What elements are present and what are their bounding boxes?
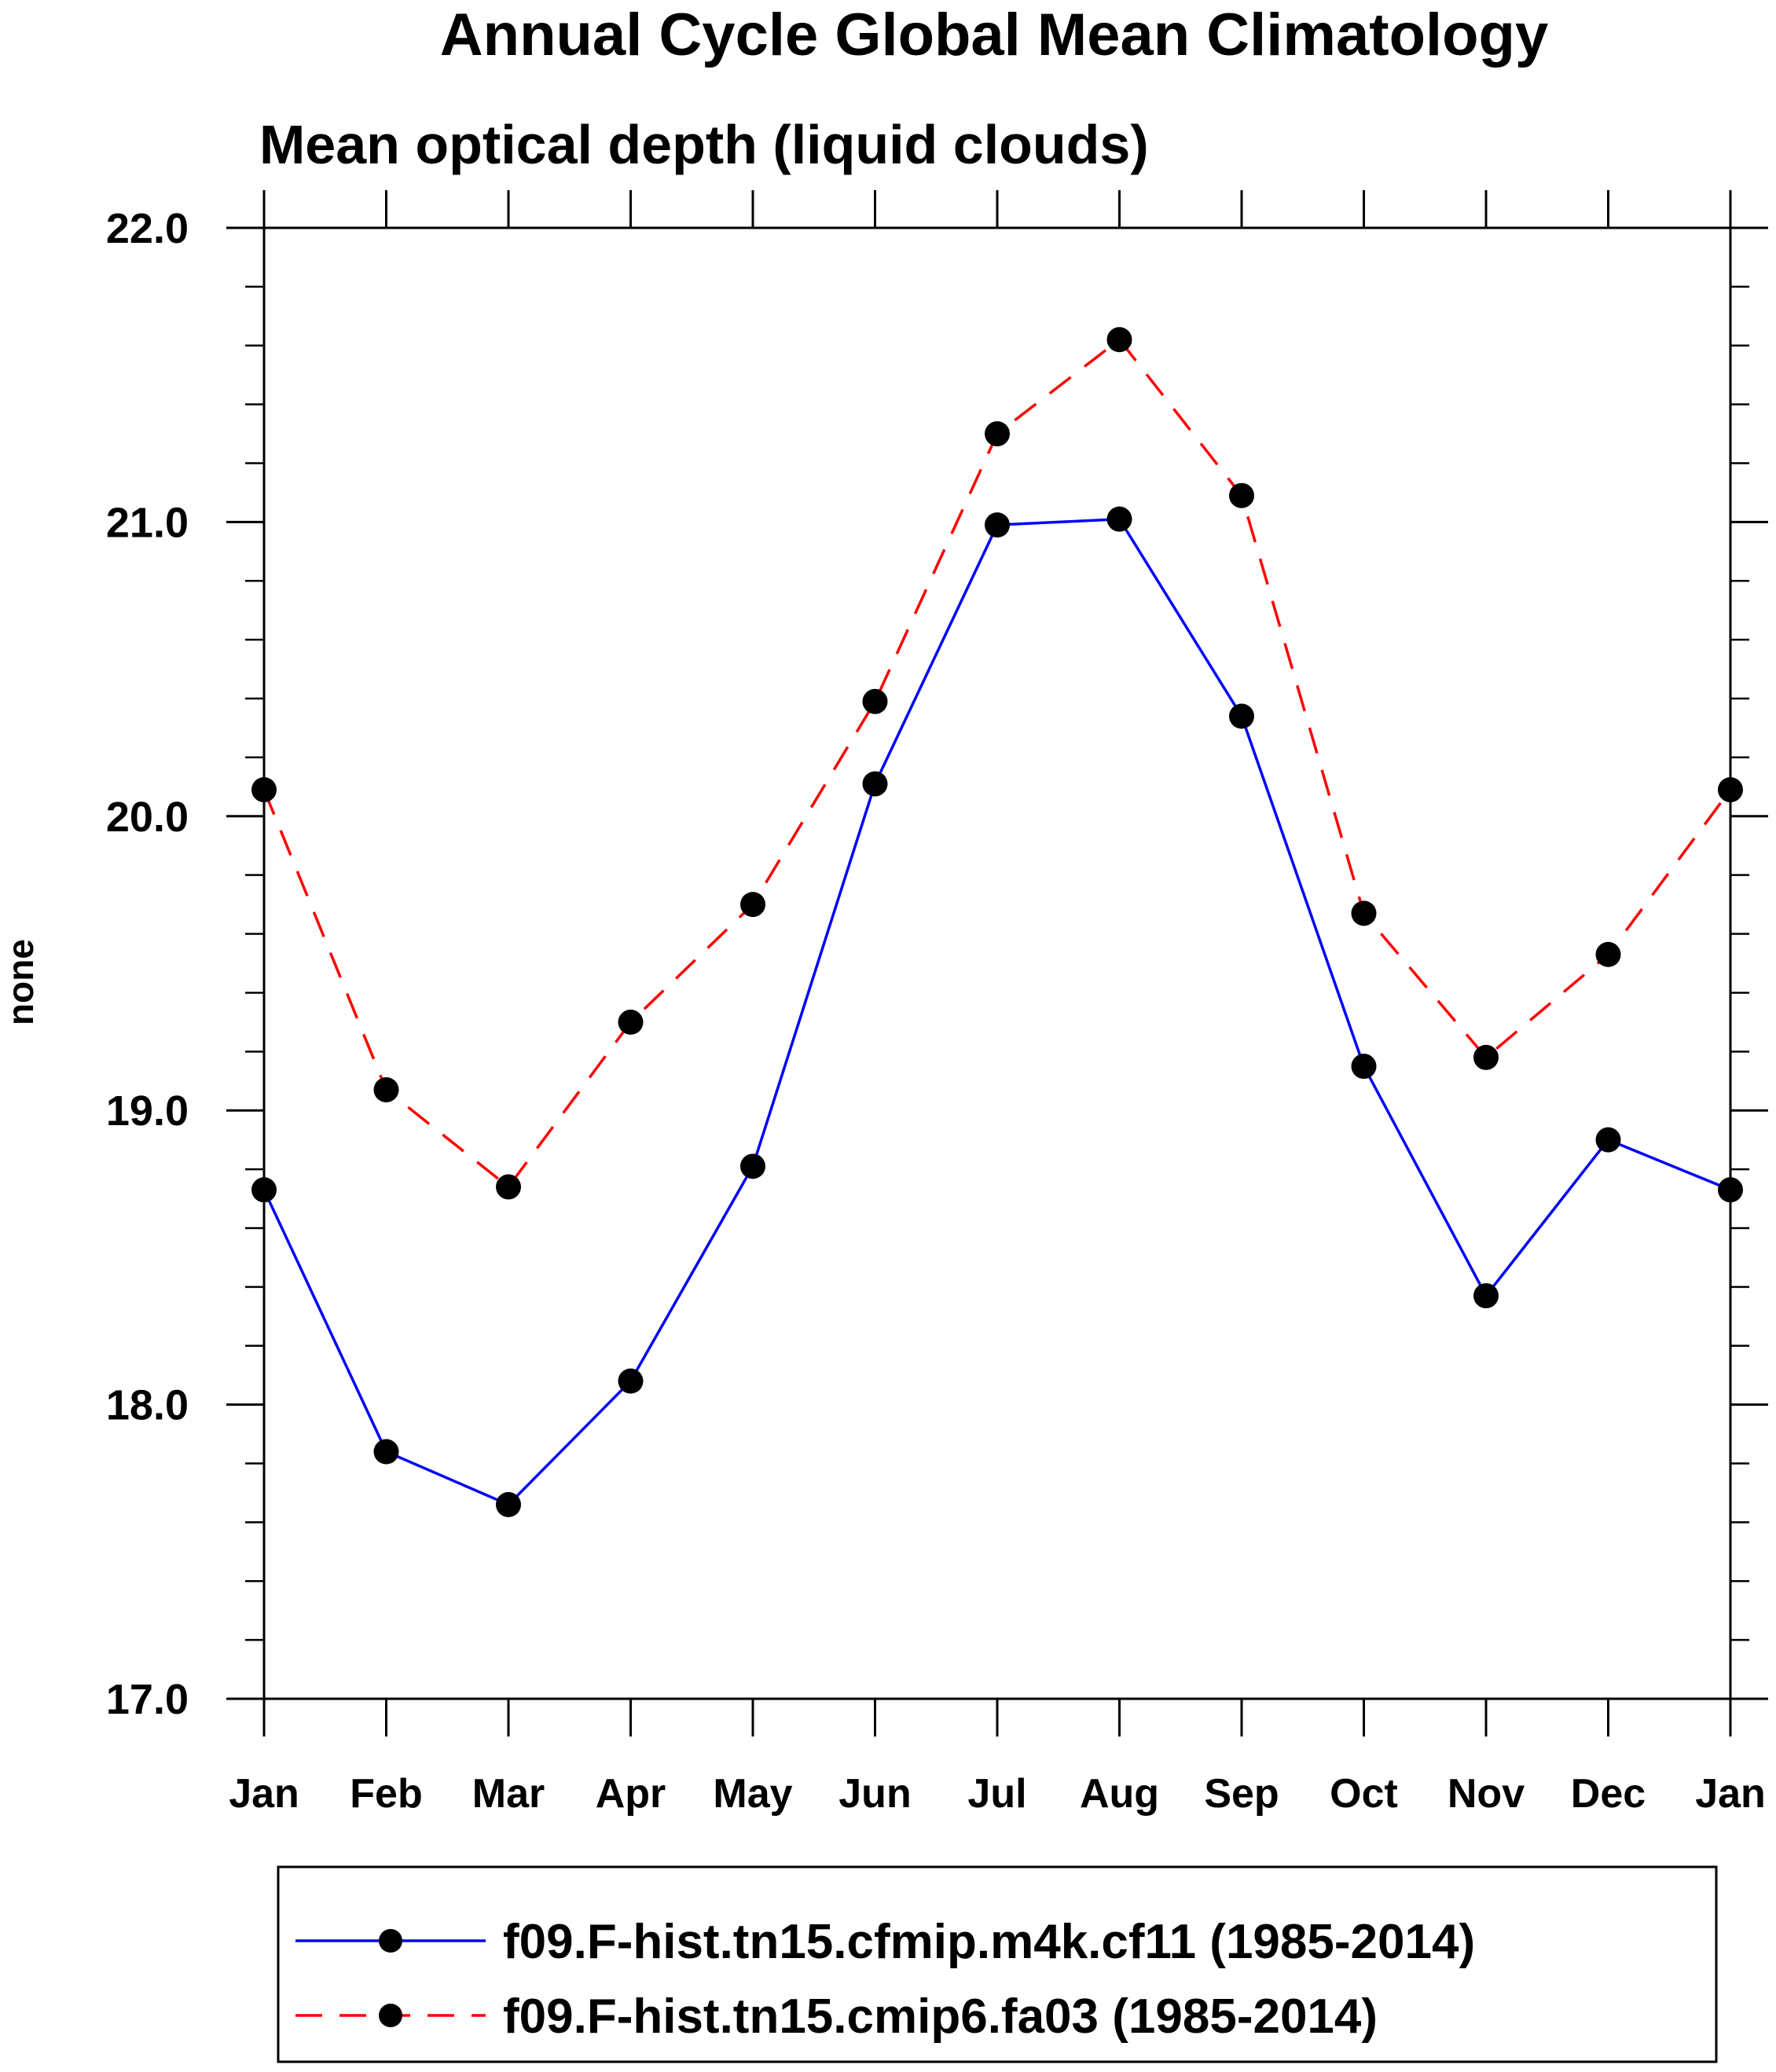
series-2-point bbox=[740, 892, 765, 918]
series-1-point bbox=[251, 1177, 277, 1203]
series-1-point bbox=[985, 512, 1010, 538]
series-1-point bbox=[1106, 506, 1132, 532]
x-tick-label: Aug bbox=[1080, 1771, 1159, 1817]
series-1-point bbox=[740, 1153, 765, 1179]
y-tick-label: 19.0 bbox=[106, 1087, 189, 1135]
series-1-point bbox=[1718, 1177, 1743, 1203]
series-1-point bbox=[1473, 1283, 1499, 1309]
x-tick-label: May bbox=[713, 1771, 792, 1817]
series-2-point bbox=[1351, 900, 1377, 926]
series-2-point bbox=[985, 421, 1010, 447]
series-2-point bbox=[1718, 777, 1743, 803]
series-1-point bbox=[862, 771, 888, 797]
x-tick-label: Jul bbox=[967, 1771, 1026, 1817]
x-tick-label: Dec bbox=[1571, 1771, 1646, 1817]
x-tick-label: Jun bbox=[838, 1771, 911, 1817]
series-1-point bbox=[1595, 1127, 1621, 1153]
series-2-point bbox=[1595, 941, 1621, 967]
y-tick-label: 17.0 bbox=[106, 1676, 189, 1723]
series-2-point bbox=[251, 777, 277, 803]
series-2-point bbox=[1473, 1044, 1499, 1070]
y-tick-label: 20.0 bbox=[106, 794, 189, 841]
legend: f09.F-hist.tn15.cfmip.m4k.cf11 (1985-201… bbox=[277, 1865, 1718, 2063]
y-axis-label: none bbox=[0, 939, 41, 1025]
chart-title: Annual Cycle Global Mean Climatology bbox=[440, 2, 1548, 68]
series-2-point bbox=[618, 1009, 644, 1035]
series-2-point bbox=[496, 1174, 521, 1200]
axis-labels: Jan Feb Mar Apr May Jun Jul Aug Sep Oct Nov Dec Jan 1… bbox=[106, 205, 1766, 1817]
y-tick-label: 22.0 bbox=[106, 205, 189, 252]
legend-label-2: f09.F-hist.tn15.cmip6.fa03 (1985-2014) bbox=[503, 1989, 1378, 2044]
series-2-point bbox=[1229, 482, 1254, 508]
legend-marker-2 bbox=[379, 2004, 402, 2027]
series-2-point bbox=[862, 688, 888, 714]
series-1-point bbox=[496, 1491, 521, 1517]
axis-ticks bbox=[226, 190, 1768, 1736]
x-tick-label: Nov bbox=[1448, 1771, 1525, 1817]
x-tick-label: Feb bbox=[350, 1771, 422, 1817]
series-1-point bbox=[1351, 1054, 1377, 1080]
x-tick-label: Oct bbox=[1330, 1771, 1398, 1817]
series-1-point bbox=[373, 1439, 399, 1465]
chart-subtitle: Mean optical depth (liquid clouds) bbox=[259, 114, 1149, 175]
legend-label-1: f09.F-hist.tn15.cfmip.m4k.cf11 (1985-201… bbox=[503, 1915, 1475, 1969]
y-tick-label: 21.0 bbox=[106, 499, 189, 546]
plot-frame bbox=[262, 226, 1732, 1700]
series-line-2 bbox=[262, 337, 1732, 1189]
series-line-1 bbox=[262, 517, 1731, 1506]
series-2-point bbox=[373, 1076, 399, 1102]
x-tick-label: Sep bbox=[1204, 1771, 1279, 1817]
x-tick-label: Apr bbox=[596, 1771, 666, 1817]
series-1-point bbox=[618, 1368, 644, 1394]
legend-box bbox=[277, 1865, 1718, 2063]
series-2-point bbox=[1106, 327, 1132, 353]
x-tick-label: Jan bbox=[229, 1771, 299, 1817]
legend-marker-1 bbox=[379, 1929, 402, 1953]
series-1-point bbox=[1229, 703, 1254, 729]
x-tick-label: Jan bbox=[1695, 1771, 1766, 1817]
series-layer bbox=[251, 327, 1743, 1517]
y-tick-label: 18.0 bbox=[106, 1382, 189, 1429]
x-tick-label: Mar bbox=[472, 1771, 545, 1817]
